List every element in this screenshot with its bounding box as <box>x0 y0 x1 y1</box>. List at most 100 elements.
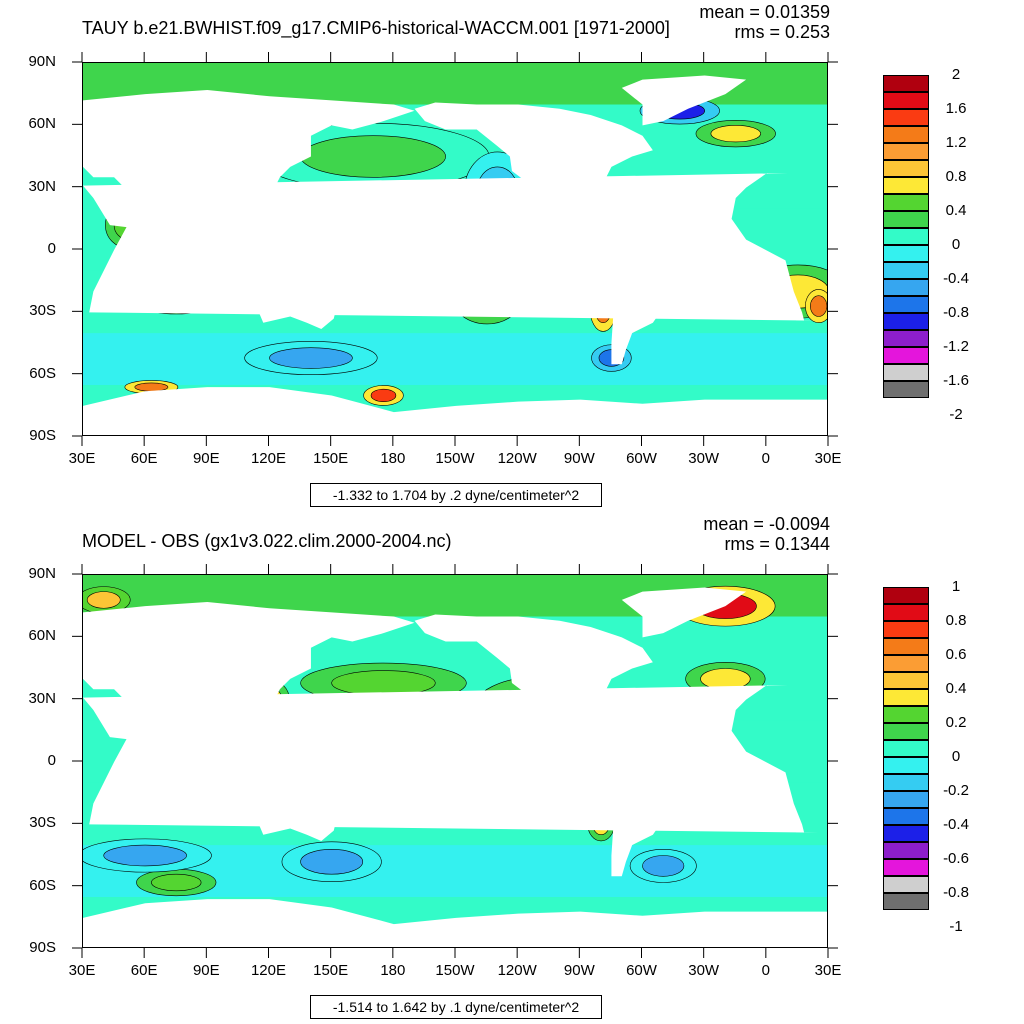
land-mask <box>621 587 747 638</box>
land-mask <box>598 225 695 365</box>
x-tick-label: 90E <box>192 450 220 467</box>
field-contour <box>300 848 364 875</box>
y-tick-label: 60N <box>28 115 56 133</box>
y-tick-label: 90S <box>29 427 56 444</box>
colorbar-cell <box>883 347 929 364</box>
map-svg <box>83 575 827 947</box>
colorbar-label: -1.2 <box>943 338 969 355</box>
y-tick-label: 30N <box>28 689 56 707</box>
bottom-panel: MODEL - OBS (gx1v3.022.clim.2000-2004.nc… <box>0 512 1024 1024</box>
colorbar-cell <box>883 279 929 296</box>
colorbar-cell <box>883 791 929 808</box>
colorbar-label: 1.6 <box>945 100 967 117</box>
x-tick-label: 120W <box>497 962 537 979</box>
x-tick-label: 150W <box>435 962 475 979</box>
colorbar-cell <box>883 859 929 876</box>
colorbar-cell <box>883 228 929 245</box>
colorbar-cell <box>883 177 929 194</box>
y-tick-label: 30N <box>28 177 56 195</box>
colorbar-cell <box>883 587 929 604</box>
colorbar-label: 0.2 <box>945 714 967 731</box>
colorbar-label: 0.4 <box>945 680 967 697</box>
range-note: -1.332 to 1.704 by .2 dyne/centimeter^2 <box>310 483 602 507</box>
colorbar-cell <box>883 160 929 177</box>
field-contour <box>642 855 685 877</box>
y-tick-label: 60N <box>28 627 56 645</box>
field-contour <box>710 125 761 143</box>
colorbar-label: 0.6 <box>945 646 967 663</box>
colorbar-label: -1.6 <box>943 372 969 389</box>
colorbar-cell <box>883 655 929 672</box>
heatmap-map <box>82 574 828 948</box>
colorbar-cell <box>883 262 929 279</box>
rms-stat: rms = 0.253 <box>734 22 830 42</box>
x-tick-label: 60W <box>626 962 657 979</box>
colorbar-label: -0.8 <box>943 304 969 321</box>
field-contour <box>86 591 121 609</box>
chart-title: MODEL - OBS (gx1v3.022.clim.2000-2004.nc… <box>82 531 452 551</box>
colorbar-label: 0.8 <box>945 612 967 629</box>
x-tick-label: 60E <box>130 962 158 979</box>
x-tick-label: 90E <box>192 962 220 979</box>
colorbar-cell <box>883 143 929 160</box>
colorbar-cell <box>883 689 929 706</box>
x-tick-label: 150E <box>313 962 349 979</box>
colorbar-cell <box>883 330 929 347</box>
colorbar-cell <box>883 92 929 109</box>
field-contour <box>151 873 202 892</box>
colorbar-label: -0.8 <box>943 884 969 901</box>
land-mask <box>414 102 653 213</box>
colorbar-cell <box>883 313 929 330</box>
x-tick-label: 120E <box>250 450 287 467</box>
colorbar-label: 0.8 <box>945 168 967 185</box>
x-tick-label: 60E <box>130 450 158 467</box>
y-tick-label: 90S <box>29 939 56 956</box>
colorbar-cell <box>883 211 929 228</box>
field-contour <box>810 295 827 317</box>
colorbar-label: -0.4 <box>943 270 969 287</box>
colorbar-label: -2 <box>949 406 963 423</box>
land-mask <box>257 784 338 841</box>
y-tick-label: 0 <box>47 240 56 257</box>
colorbar-cell <box>883 364 929 381</box>
mean-stat: mean = 0.01359 <box>699 2 830 22</box>
x-tick-label: 90W <box>563 450 595 467</box>
field-contour <box>269 347 353 369</box>
colorbar <box>883 75 929 398</box>
field-contour <box>370 388 397 402</box>
range-note: -1.514 to 1.642 by .1 dyne/centimeter^2 <box>310 995 602 1019</box>
x-tick-label: 30E <box>814 962 842 979</box>
y-tick-label: 60S <box>29 364 56 382</box>
colorbar-cell <box>883 808 929 825</box>
colorbar-label: 1.2 <box>945 134 967 151</box>
land-mask <box>83 899 827 947</box>
colorbar-cell <box>883 604 929 621</box>
rms-stat: rms = 0.1344 <box>724 534 830 554</box>
x-tick-label: 30E <box>68 450 96 467</box>
colorbar-label: -0.4 <box>943 816 969 833</box>
colorbar-cell <box>883 109 929 126</box>
colorbar-cell <box>883 381 929 398</box>
chart-title: TAUY b.e21.BWHIST.f09_g17.CMIP6-historic… <box>82 18 670 38</box>
map-svg <box>83 63 827 435</box>
x-tick-label: 120E <box>250 962 287 979</box>
colorbar-label: -0.2 <box>943 782 969 799</box>
y-tick-label: 30S <box>29 302 56 320</box>
x-tick-label: 30E <box>68 962 96 979</box>
y-tick-label: 30S <box>29 814 56 832</box>
colorbar-label: 0.4 <box>945 202 967 219</box>
colorbar-label: 1 <box>951 578 961 595</box>
y-tick-label: 90N <box>28 565 56 582</box>
colorbar-cell <box>883 842 929 859</box>
x-tick-label: 180 <box>380 962 406 979</box>
colorbar-cell <box>883 825 929 842</box>
colorbar-label: 0 <box>951 748 961 765</box>
y-tick-label: 0 <box>47 752 56 769</box>
x-tick-label: 0 <box>761 450 770 467</box>
colorbar-cell <box>883 126 929 143</box>
x-tick-label: 150E <box>313 450 349 467</box>
colorbar-cell <box>883 245 929 262</box>
land-mask <box>598 737 695 877</box>
field-contour <box>103 844 187 867</box>
heatmap-map <box>82 62 828 436</box>
